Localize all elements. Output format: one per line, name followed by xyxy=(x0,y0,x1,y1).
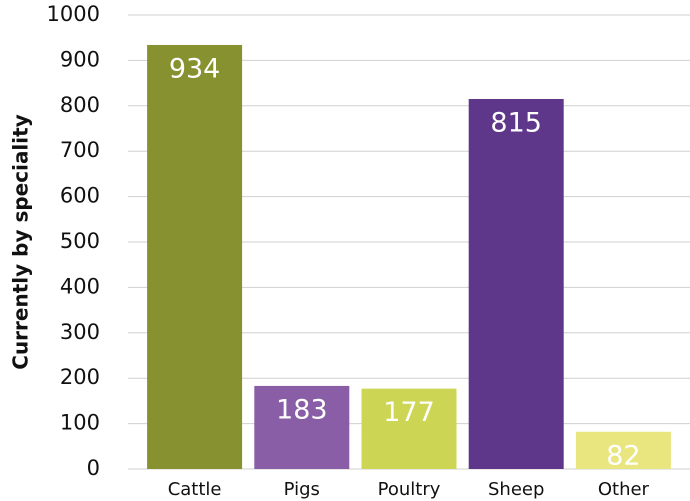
y-tick-label: 100 xyxy=(60,411,100,435)
y-tick-label: 600 xyxy=(60,184,100,208)
y-tick-label: 0 xyxy=(87,456,100,480)
value-label: 177 xyxy=(383,397,435,428)
bar xyxy=(468,98,564,470)
x-tick-label: Pigs xyxy=(284,479,320,500)
y-tick-label: 500 xyxy=(60,229,100,253)
bar xyxy=(575,431,671,469)
y-tick-label: 900 xyxy=(60,47,100,71)
y-tick-label: 800 xyxy=(60,93,100,117)
value-label: 82 xyxy=(606,440,640,471)
bar xyxy=(361,388,457,469)
value-label: 183 xyxy=(276,394,328,425)
y-tick-label: 400 xyxy=(60,274,100,298)
x-tick-label: Other xyxy=(598,479,650,500)
y-tick-label: 200 xyxy=(60,365,100,389)
y-tick-label: 300 xyxy=(60,320,100,344)
y-tick-label: 700 xyxy=(60,138,100,162)
x-tick-label: Sheep xyxy=(488,479,544,500)
y-tick-label: 1000 xyxy=(47,2,100,26)
value-label: 934 xyxy=(169,53,221,84)
y-axis-label: Currently by speciality xyxy=(9,114,33,369)
x-tick-label: Poultry xyxy=(378,479,441,500)
value-label: 815 xyxy=(490,107,542,138)
bar xyxy=(147,44,243,470)
bar xyxy=(254,385,350,469)
x-tick-label: Cattle xyxy=(168,479,222,500)
